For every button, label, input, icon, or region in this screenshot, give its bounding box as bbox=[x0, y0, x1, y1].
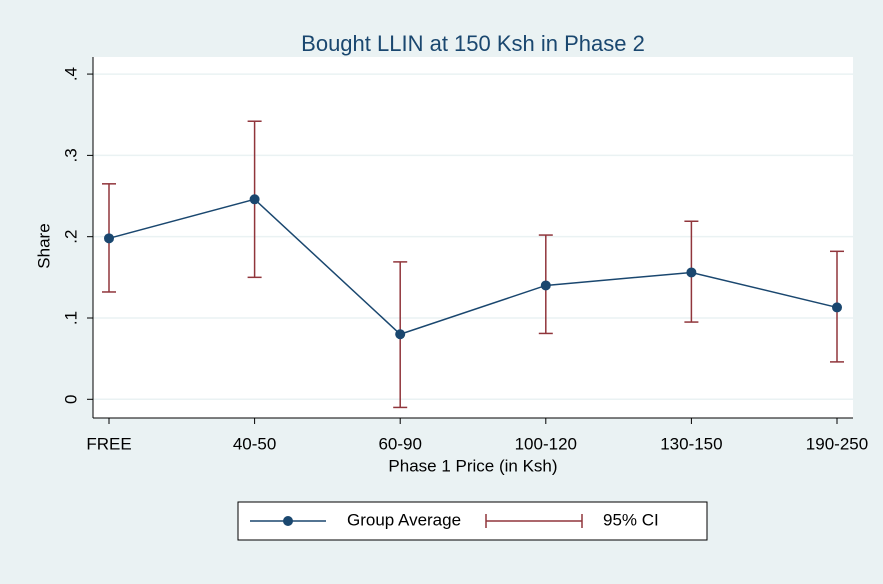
y-tick-label: .2 bbox=[61, 230, 80, 244]
plot-area bbox=[93, 57, 853, 418]
series-line bbox=[108, 198, 838, 336]
y-tick-label: .4 bbox=[61, 67, 80, 81]
legend-label: Group Average bbox=[347, 510, 461, 529]
legend-label: 95% CI bbox=[603, 510, 659, 529]
x-tick-label: 60-90 bbox=[378, 434, 421, 453]
point bbox=[540, 280, 551, 291]
point bbox=[395, 329, 406, 340]
x-tick-label: 100-120 bbox=[515, 434, 577, 453]
legend-marker bbox=[283, 516, 293, 526]
x-axis-label: Phase 1 Price (in Ksh) bbox=[388, 456, 557, 475]
chart-title: Bought LLIN at 150 Ksh in Phase 2 bbox=[301, 31, 645, 56]
y-tick-label: .3 bbox=[61, 148, 80, 162]
y-tick-label: .1 bbox=[61, 311, 80, 325]
point bbox=[686, 267, 697, 278]
point bbox=[104, 233, 114, 244]
x-tick-label: 40-50 bbox=[233, 434, 276, 453]
y-axis-label: Share bbox=[34, 223, 53, 268]
x-tick-label: 130-150 bbox=[660, 434, 722, 453]
y-tick-label: 0 bbox=[61, 395, 80, 404]
x-tick-label: 190-250 bbox=[806, 434, 868, 453]
x-tick-label: FREE bbox=[86, 434, 131, 453]
point bbox=[249, 194, 260, 205]
point bbox=[832, 302, 842, 313]
